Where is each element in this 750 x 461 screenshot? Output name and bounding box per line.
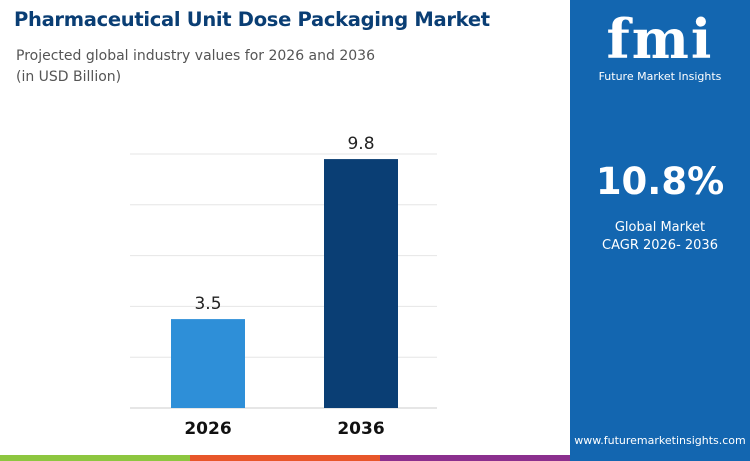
- bar-2036: [324, 159, 398, 408]
- subtitle-unit: (in USD Billion): [16, 69, 122, 85]
- data-label: 9.8: [347, 134, 374, 154]
- chart-subtitle: Projected global industry values for 202…: [16, 46, 375, 88]
- footer-stripe: [380, 455, 570, 461]
- bar-chart: 3.5 2026 9.8 2036: [130, 134, 437, 439]
- website-link[interactable]: www.futuremarketinsights.com: [574, 434, 746, 447]
- side-panel: fmi Future Market Insights 10.8% Global …: [570, 0, 750, 455]
- logo-subtext: Future Market Insights: [598, 70, 722, 83]
- footer-stripe: [570, 455, 750, 461]
- cagr-label-line2: CAGR 2026- 2036: [602, 238, 718, 253]
- logo-mark: fmi: [606, 7, 714, 71]
- cagr-label-line1: Global Market: [614, 220, 706, 235]
- x-tick-label: 2026: [184, 419, 231, 439]
- bar-2026: [171, 319, 245, 408]
- cagr-label: Global Market CAGR 2026- 2036: [570, 219, 750, 255]
- subtitle-line: Projected global industry values for 202…: [16, 48, 375, 64]
- fmi-logo: fmi Future Market Insights: [570, 8, 750, 83]
- data-label: 3.5: [194, 294, 221, 314]
- chart-title: Pharmaceutical Unit Dose Packaging Marke…: [14, 8, 490, 31]
- cagr-value: 10.8%: [595, 160, 725, 203]
- x-tick-label: 2036: [337, 419, 384, 439]
- footer-stripe: [0, 455, 190, 461]
- footer-stripe: [190, 455, 380, 461]
